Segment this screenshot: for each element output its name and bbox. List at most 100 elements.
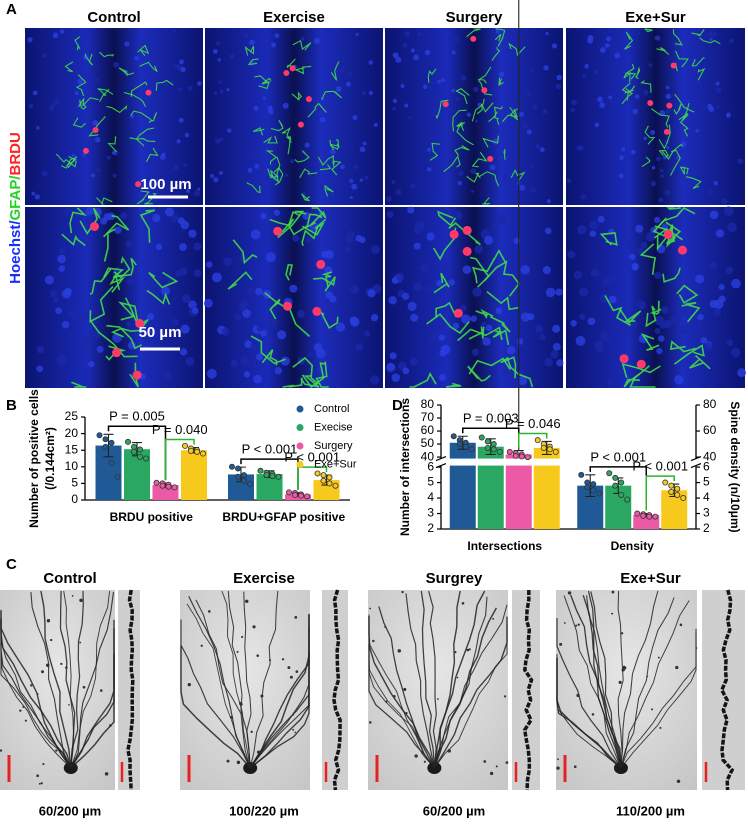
- nucleus: [143, 348, 151, 357]
- nucleus: [253, 105, 259, 111]
- gfap-process: [697, 67, 706, 81]
- gfap-process: [641, 156, 651, 168]
- nucleus: [311, 240, 319, 247]
- nucleus: [680, 325, 690, 335]
- data-point: [114, 473, 121, 480]
- dendrite: [556, 618, 622, 769]
- nucleus: [155, 243, 163, 251]
- nucleus: [191, 307, 199, 314]
- y-tick-label: 3: [427, 506, 434, 520]
- nucleus: [179, 348, 188, 356]
- nucleus: [349, 195, 353, 200]
- gfap-process: [69, 207, 88, 234]
- nucleus: [453, 210, 463, 221]
- brdu-cell: [462, 246, 472, 256]
- data-point: [297, 492, 304, 499]
- scale-label: 100 µm: [140, 176, 191, 193]
- gfap-process: [658, 150, 669, 158]
- gfap-process: [656, 47, 670, 55]
- nucleus: [206, 368, 217, 379]
- nucleus: [126, 320, 133, 327]
- nucleus: [608, 273, 617, 283]
- spine-image: [118, 589, 140, 791]
- debris: [618, 680, 622, 684]
- y-tick-label: 10: [65, 459, 79, 473]
- data-point: [269, 473, 276, 480]
- brdu-cell: [297, 121, 304, 128]
- debris: [397, 649, 402, 653]
- dendrite: [186, 603, 251, 769]
- nucleus: [94, 136, 101, 143]
- nucleus: [518, 111, 525, 117]
- data-point: [130, 443, 137, 450]
- nucleus: [535, 144, 541, 150]
- nucleus: [217, 58, 222, 62]
- data-point: [652, 513, 659, 520]
- gfap-process: [269, 298, 281, 320]
- nucleus: [602, 277, 611, 286]
- nucleus: [716, 105, 720, 109]
- brdu-cell: [289, 65, 296, 72]
- y-tick-label: 5: [703, 475, 710, 489]
- debris: [187, 682, 191, 687]
- nucleus: [163, 82, 169, 88]
- nucleus: [85, 219, 93, 226]
- nucleus: [422, 84, 428, 89]
- brdu-cell: [663, 128, 670, 135]
- gfap-process: [691, 57, 705, 67]
- nucleus: [709, 261, 718, 270]
- gfap-process: [435, 99, 449, 120]
- nucleus: [590, 269, 599, 277]
- debris: [45, 663, 50, 667]
- nucleus: [666, 145, 670, 150]
- debris: [401, 590, 404, 594]
- nucleus: [370, 375, 380, 385]
- debris: [24, 719, 27, 722]
- nucleus: [608, 95, 613, 100]
- dendrite: [249, 590, 279, 769]
- debris: [622, 665, 626, 670]
- legend-label: Control: [314, 403, 349, 415]
- nucleus: [49, 105, 55, 111]
- y-tick-label: 2: [703, 521, 710, 535]
- gfap-process: [475, 308, 494, 319]
- nucleus: [243, 32, 249, 38]
- nucleus: [589, 220, 599, 230]
- gfap-process: [252, 127, 265, 136]
- nucleus: [55, 307, 63, 315]
- data-point: [534, 437, 541, 444]
- nucleus: [718, 295, 726, 303]
- nucleus: [96, 345, 104, 353]
- gfap-process: [498, 77, 504, 86]
- debris: [226, 759, 230, 763]
- dendrite: [70, 590, 111, 769]
- nucleus: [134, 55, 139, 61]
- nucleus: [629, 253, 636, 261]
- nucleus: [517, 376, 528, 386]
- brdu-cell: [92, 126, 99, 133]
- nucleus: [656, 156, 661, 162]
- bar: [633, 515, 660, 529]
- debris: [65, 666, 68, 669]
- dendrite: [0, 618, 72, 769]
- gfap-process: [107, 136, 117, 153]
- nucleus: [614, 52, 621, 59]
- debris: [563, 622, 566, 624]
- data-point: [484, 438, 491, 445]
- nucleus: [227, 128, 232, 133]
- data-point: [490, 441, 497, 448]
- debris: [405, 712, 408, 715]
- gfap-process: [676, 284, 699, 304]
- data-point: [596, 490, 603, 497]
- nucleus: [648, 63, 653, 67]
- debris: [79, 598, 83, 603]
- nucleus: [466, 112, 472, 117]
- nucleus: [729, 38, 734, 43]
- nucleus: [460, 304, 467, 312]
- debris: [46, 619, 51, 623]
- spine-image: [512, 590, 540, 791]
- nucleus: [660, 321, 668, 329]
- data-point: [326, 480, 333, 487]
- nucleus: [551, 43, 558, 49]
